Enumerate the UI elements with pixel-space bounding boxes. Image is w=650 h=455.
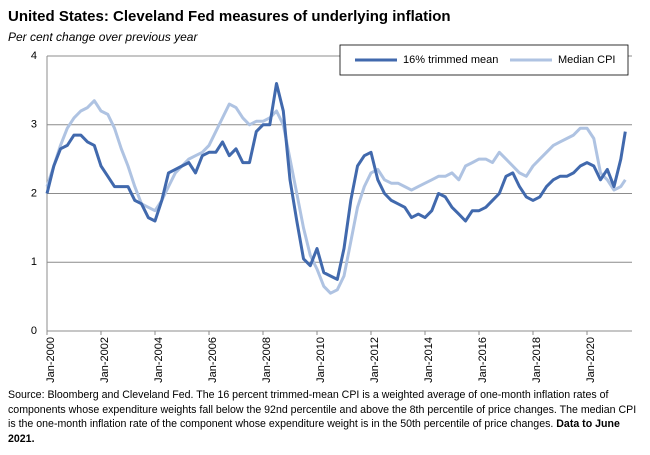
x-tick-label: Jan-2016 xyxy=(477,337,489,383)
legend-label: Median CPI xyxy=(558,54,615,66)
x-tick-label: Jan-2010 xyxy=(315,337,327,383)
chart: United States: Cleveland Fed measures of… xyxy=(8,8,632,383)
chart-title: United States: Cleveland Fed measures of… xyxy=(8,8,451,25)
x-tick-label: Jan-2020 xyxy=(585,337,597,383)
series-line xyxy=(45,99,627,295)
legend-label: 16% trimmed mean xyxy=(403,54,498,66)
y-tick-label: 4 xyxy=(31,50,37,62)
x-tick-label: Jan-2018 xyxy=(531,337,543,383)
x-tick-label: Jan-2012 xyxy=(369,337,381,383)
source-note: Data to June 2021. xyxy=(8,418,620,445)
source-text: Source: Bloomberg and Cleveland Fed. The… xyxy=(8,389,637,430)
y-tick-label: 0 xyxy=(31,325,37,337)
x-tick-label: Jan-2000 xyxy=(45,337,57,383)
y-tick-label: 2 xyxy=(31,187,37,199)
x-tick-label: Jan-2006 xyxy=(207,337,219,383)
y-tick-label: 3 xyxy=(31,119,37,131)
series-line xyxy=(45,82,627,281)
x-tick-label: Jan-2002 xyxy=(99,337,111,383)
source: Source: Bloomberg and Cleveland Fed. The… xyxy=(8,388,644,446)
x-tick-label: Jan-2004 xyxy=(153,337,165,383)
x-tick-label: Jan-2014 xyxy=(423,337,435,383)
chart-subtitle: Per cent change over previous year xyxy=(8,30,198,44)
x-tick-label: Jan-2008 xyxy=(261,337,273,383)
y-tick-label: 1 xyxy=(31,256,37,268)
